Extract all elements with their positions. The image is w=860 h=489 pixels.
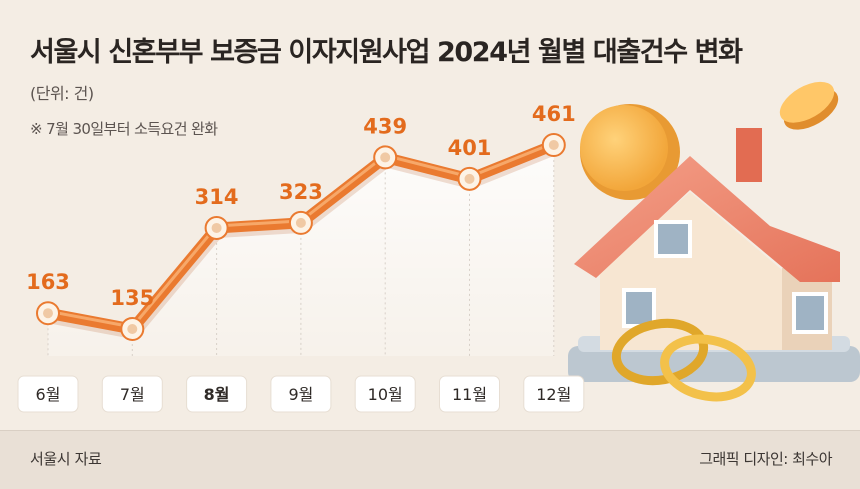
house-window-top [654, 220, 692, 258]
house-roof [574, 156, 840, 282]
house-base [568, 346, 860, 382]
month-pill [17, 375, 79, 413]
month-label: 9월 [288, 385, 313, 404]
value-label: 314 [195, 185, 239, 209]
value-label: 461 [532, 102, 576, 126]
data-point-core [548, 140, 559, 150]
month-pill [523, 375, 585, 413]
value-label: 323 [279, 180, 323, 204]
credit-text: 그래픽 디자인: 최수아 [699, 450, 832, 468]
line-chart: 163 135 314 323 439 401 461 6월 7월 8월 9월 10월 11월 12월 [17, 81, 860, 413]
coin-small-icon [779, 81, 839, 130]
data-point-core [43, 308, 53, 319]
wedding-rings-icon [611, 318, 756, 402]
value-label: 401 [448, 136, 492, 160]
data-point-core [464, 173, 475, 184]
house-illustration [568, 81, 860, 402]
month-label: 11월 [452, 385, 487, 404]
month-label: 7월 [120, 385, 145, 404]
footer-bar [0, 430, 860, 489]
month-pill [354, 375, 416, 413]
data-point-core [295, 217, 306, 228]
house-chimney [736, 128, 762, 182]
house-window-left [622, 288, 656, 328]
month-pill [186, 375, 248, 413]
month-pill [270, 375, 332, 413]
source-text: 서울시 자료 [30, 450, 102, 468]
month-label: 12월 [536, 385, 571, 404]
month-label: 6월 [36, 385, 61, 404]
value-label: 163 [26, 270, 70, 294]
data-point-core [211, 222, 222, 233]
value-label: 439 [363, 114, 407, 138]
unit-label: (단위: 건) [30, 84, 94, 103]
chart-note: ※ 7월 30일부터 소득요건 완화 [30, 120, 218, 138]
month-label: 10월 [368, 385, 403, 404]
month-pill [439, 375, 500, 413]
value-label: 135 [110, 286, 154, 310]
data-point-core [127, 324, 138, 334]
house-window-right [792, 292, 828, 334]
data-point-core [380, 152, 391, 163]
chart-title: 서울시 신혼부부 보증금 이자지원사업 2024년 월별 대출건수 변화 [30, 37, 743, 68]
month-pill [101, 375, 163, 413]
month-label: 8월 [204, 385, 230, 404]
chart-area [48, 145, 554, 356]
